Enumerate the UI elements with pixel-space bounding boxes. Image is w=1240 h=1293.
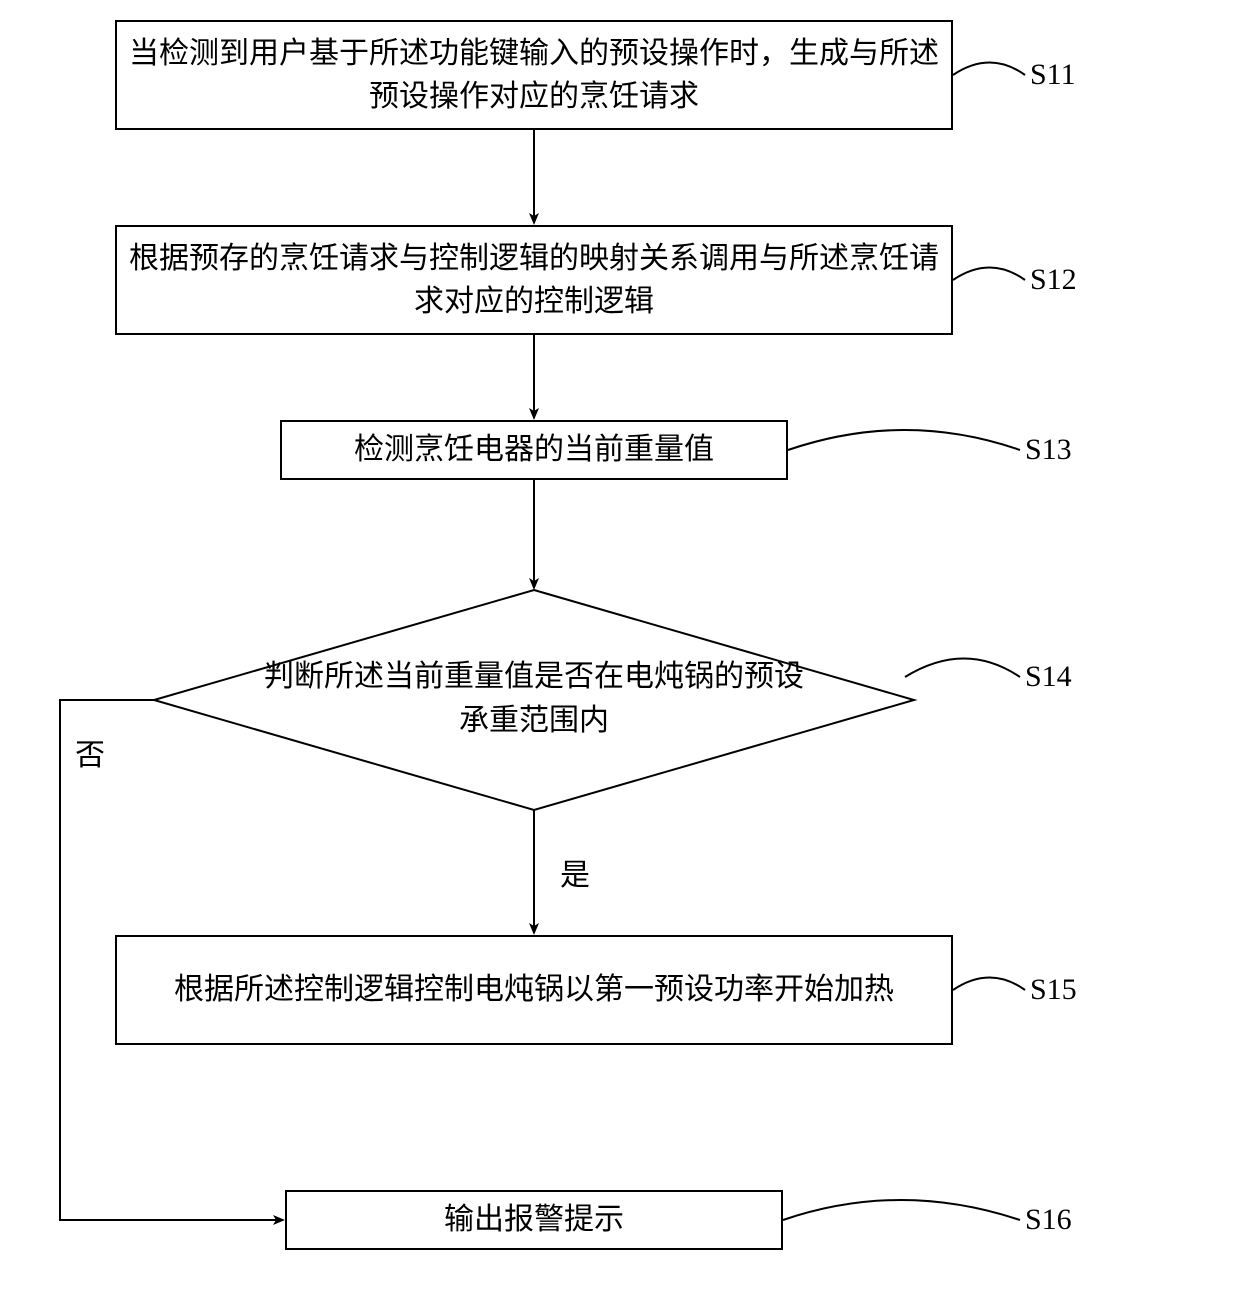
decision-text-container-s14: 判断所述当前重量值是否在电炖锅的预设承重范围内: [264, 655, 804, 742]
process-text-s12: 根据预存的烹饪请求与控制逻辑的映射关系调用与所述烹饪请求对应的控制逻辑: [127, 237, 941, 324]
leader-s13: [788, 430, 1020, 450]
branch-label-yes: 是: [560, 850, 590, 894]
flow-svg-overlay: [0, 0, 1240, 1293]
process-text-s15: 根据所述控制逻辑控制电炖锅以第一预设功率开始加热: [174, 968, 894, 1012]
step-label-text-s14: S14: [1025, 660, 1072, 693]
leader-s11: [953, 63, 1025, 76]
process-text-s16: 输出报警提示: [444, 1198, 624, 1242]
process-box-s15: 根据所述控制逻辑控制电炖锅以第一预设功率开始加热: [115, 935, 953, 1045]
leader-s15: [953, 978, 1025, 991]
step-label-s12: S12: [1030, 263, 1077, 297]
leader-s14: [905, 659, 1020, 678]
step-label-s11: S11: [1030, 58, 1076, 92]
process-box-s11: 当检测到用户基于所述功能键输入的预设操作时，生成与所述预设操作对应的烹饪请求: [115, 20, 953, 130]
leader-s16: [783, 1200, 1020, 1220]
step-label-text-s16: S16: [1025, 1203, 1072, 1236]
step-label-s16: S16: [1025, 1203, 1072, 1237]
branch-label-no: 否: [75, 730, 105, 774]
leader-s12: [953, 268, 1025, 281]
branch-label-yes-text: 是: [560, 859, 590, 892]
step-label-s13: S13: [1025, 433, 1072, 467]
step-label-s14: S14: [1025, 660, 1072, 694]
process-text-s11: 当检测到用户基于所述功能键输入的预设操作时，生成与所述预设操作对应的烹饪请求: [127, 32, 941, 119]
process-box-s13: 检测烹饪电器的当前重量值: [280, 420, 788, 480]
step-label-s15: S15: [1030, 973, 1077, 1007]
process-box-s16: 输出报警提示: [285, 1190, 783, 1250]
step-label-text-s15: S15: [1030, 973, 1077, 1006]
decision-text-s14: 判断所述当前重量值是否在电炖锅的预设承重范围内: [264, 660, 804, 737]
process-box-s12: 根据预存的烹饪请求与控制逻辑的映射关系调用与所述烹饪请求对应的控制逻辑: [115, 225, 953, 335]
step-label-text-s13: S13: [1025, 433, 1072, 466]
step-label-text-s12: S12: [1030, 263, 1077, 296]
step-label-text-s11: S11: [1030, 58, 1076, 91]
process-text-s13: 检测烹饪电器的当前重量值: [354, 428, 714, 472]
branch-label-no-text: 否: [75, 739, 105, 772]
